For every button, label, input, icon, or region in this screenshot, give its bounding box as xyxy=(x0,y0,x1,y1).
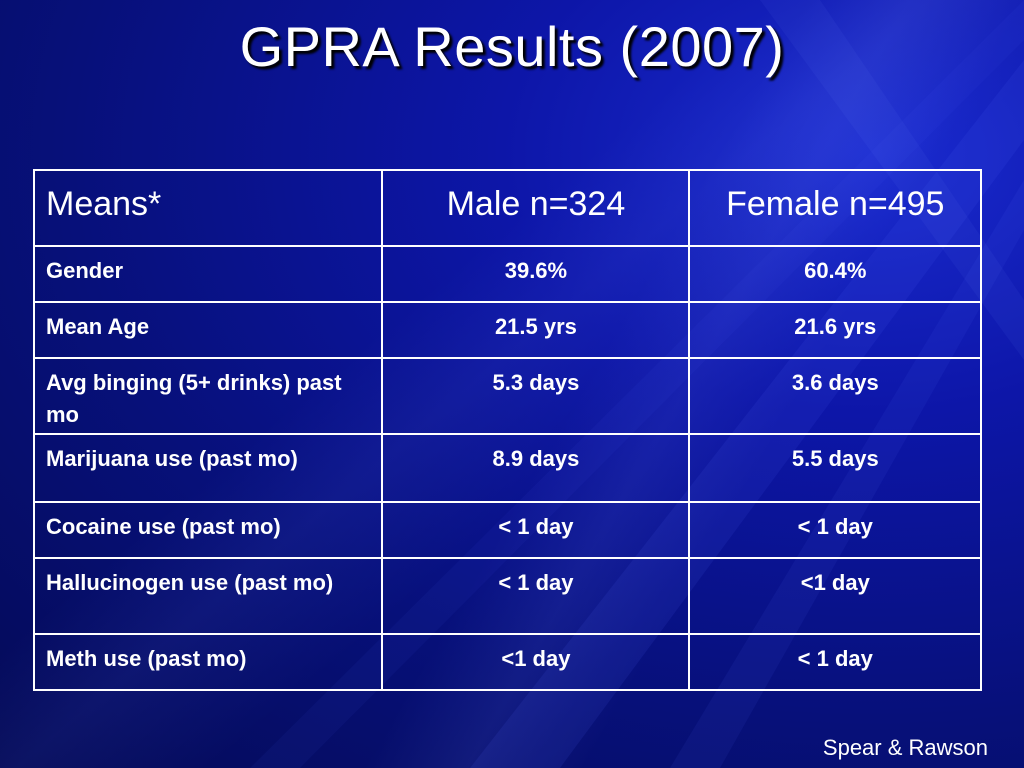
row-label: Hallucinogen use (past mo) xyxy=(32,557,384,635)
male-value: 8.9 days xyxy=(381,433,690,503)
female-value: < 1 day xyxy=(687,633,983,691)
male-value: <1 day xyxy=(381,633,690,691)
slide-credit: Spear & Rawson xyxy=(822,735,988,760)
male-value: 21.5 yrs xyxy=(381,301,690,359)
female-value: 21.6 yrs xyxy=(687,301,983,359)
male-value: < 1 day xyxy=(381,501,690,559)
male-value: 5.3 days xyxy=(381,357,690,435)
slide-title: GPRA Results (2007) xyxy=(239,15,785,78)
header-means: Means* xyxy=(32,169,384,247)
row-label: Gender xyxy=(32,245,384,303)
male-value: < 1 day xyxy=(381,557,690,635)
row-label: Mean Age xyxy=(32,301,384,359)
row-label: Cocaine use (past mo) xyxy=(32,501,384,559)
header-male: Male n=324 xyxy=(381,169,690,247)
row-label: Marijuana use (past mo) xyxy=(32,433,384,503)
female-value: <1 day xyxy=(687,557,983,635)
row-label: Meth use (past mo) xyxy=(32,633,384,691)
table-row: Gender 39.6% 60.4% xyxy=(32,245,983,303)
table-header-row: Means* Male n=324 Female n=495 xyxy=(32,169,983,247)
header-female: Female n=495 xyxy=(687,169,983,247)
row-label: Avg binging (5+ drinks) past mo xyxy=(32,357,384,435)
table-row: Marijuana use (past mo) 8.9 days 5.5 day… xyxy=(32,433,983,503)
results-table: Means* Male n=324 Female n=495 Gender 39… xyxy=(32,169,983,691)
female-value: 5.5 days xyxy=(687,433,983,503)
table-row: Mean Age 21.5 yrs 21.6 yrs xyxy=(32,301,983,359)
table-row: Hallucinogen use (past mo) < 1 day <1 da… xyxy=(32,557,983,635)
table-row: Meth use (past mo) <1 day < 1 day xyxy=(32,633,983,691)
female-value: < 1 day xyxy=(687,501,983,559)
male-value: 39.6% xyxy=(381,245,690,303)
table-row: Cocaine use (past mo) < 1 day < 1 day xyxy=(32,501,983,559)
female-value: 60.4% xyxy=(687,245,983,303)
table-row: Avg binging (5+ drinks) past mo 5.3 days… xyxy=(32,357,983,435)
female-value: 3.6 days xyxy=(687,357,983,435)
